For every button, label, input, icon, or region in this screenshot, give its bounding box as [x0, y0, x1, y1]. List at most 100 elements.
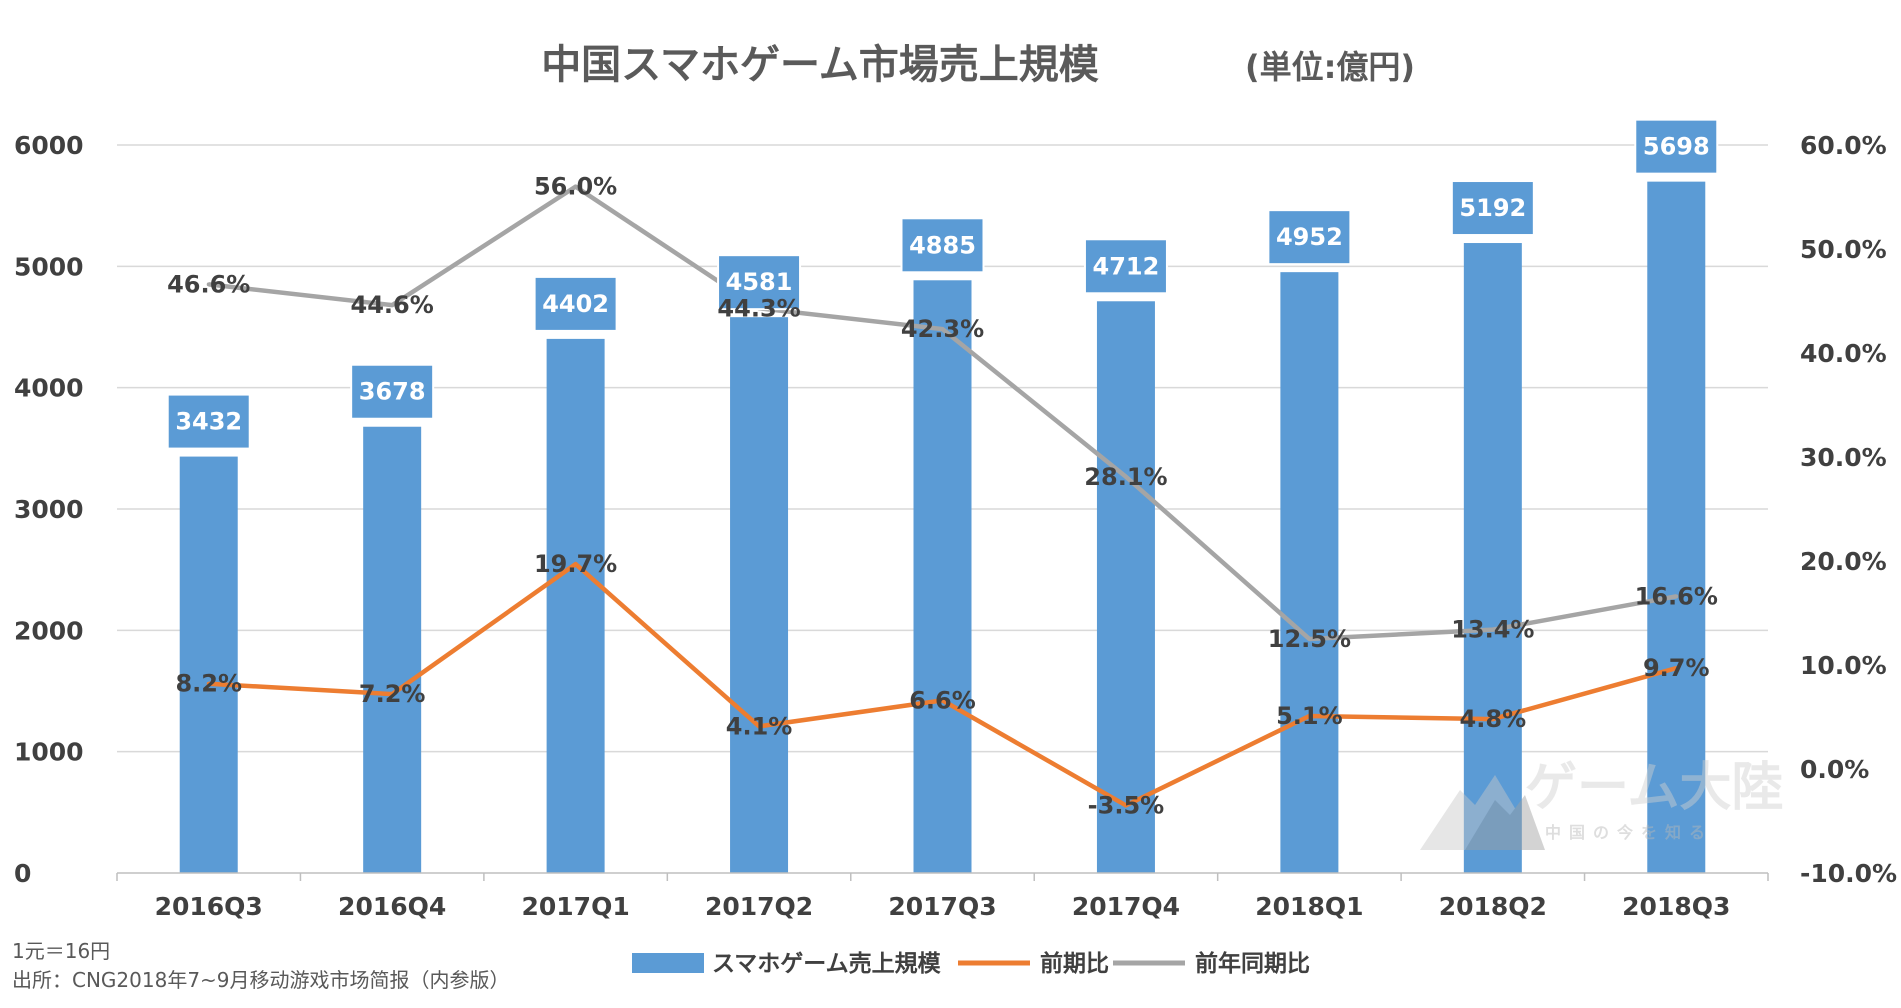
legend: スマホゲーム売上規模 前期比 前年同期比	[632, 950, 1310, 977]
line-point	[1674, 594, 1679, 599]
source-note: 出所：CNG2018年7~9月移动游戏市场简报（内参版）	[12, 968, 510, 992]
qoq-value-label: 4.8%	[1460, 705, 1527, 733]
yoy-value-label: 12.5%	[1268, 625, 1351, 653]
lines	[206, 184, 1679, 808]
x-tick-label: 2017Q3	[888, 892, 996, 921]
y2-tick-label: 10.0%	[1800, 651, 1887, 680]
legend-label-qoq: 前期比	[1040, 950, 1109, 977]
legend-label-yoy: 前年同期比	[1195, 950, 1310, 977]
qoq-value-label: 4.1%	[726, 712, 793, 740]
x-tick-label: 2018Q2	[1439, 892, 1547, 921]
bar-value-label: 5192	[1459, 194, 1526, 222]
legend-swatch-bar	[632, 953, 704, 973]
y-tick-label: 0	[14, 859, 31, 888]
bar-value-label: 4581	[726, 268, 793, 296]
yoy-value-label: 16.6%	[1635, 582, 1718, 610]
qoq-value-label: 9.7%	[1643, 654, 1710, 682]
bar	[730, 317, 789, 873]
bar-value-label: 4402	[542, 290, 609, 318]
y-tick-label: 6000	[14, 131, 84, 160]
bar-label-box	[533, 275, 618, 332]
bar-label-box	[1267, 209, 1352, 266]
line-point	[206, 282, 211, 287]
bar	[1280, 272, 1339, 873]
watermark: ゲーム大陸 中国の今を知る	[1420, 758, 1783, 850]
bar	[913, 280, 972, 874]
line-point	[390, 303, 395, 308]
qoq-value-label: 6.6%	[909, 686, 976, 714]
qoq-value-label: 19.7%	[534, 550, 617, 578]
data-labels: 3432 3678 4402 4581 4885 4712 4952 5192 5698 8.2%…	[166, 118, 1719, 819]
yoy-value-label: 42.3%	[901, 315, 984, 343]
bar	[1647, 181, 1706, 873]
qoq-value-label: 7.2%	[359, 680, 426, 708]
bar-label-box	[166, 393, 251, 450]
x-tick-label: 2018Q3	[1622, 892, 1730, 921]
yoy-value-label: 46.6%	[167, 270, 250, 298]
line-point	[1674, 666, 1679, 671]
bar-value-label: 4885	[909, 231, 976, 259]
x-tick-label: 2017Q1	[521, 892, 629, 921]
x-tick-label: 2017Q4	[1072, 892, 1180, 921]
bar-value-label: 3678	[359, 378, 426, 406]
unit-label: (単位:億円)	[1245, 48, 1415, 86]
line-point	[1307, 637, 1312, 641]
bar-value-label: 4712	[1093, 252, 1160, 280]
qoq-value-label: 8.2%	[175, 670, 242, 698]
legend-label-sales: スマホゲーム売上規模	[712, 951, 942, 977]
line-point	[206, 681, 211, 686]
watermark-name: ゲーム大陸	[1525, 758, 1783, 818]
bars	[179, 181, 1706, 874]
yoy-value-label: 44.3%	[717, 294, 800, 322]
line-point	[1490, 717, 1495, 722]
bar	[1096, 301, 1155, 873]
line-point	[1123, 803, 1128, 808]
mountain-logo-shadow-icon	[1465, 795, 1545, 850]
watermark-tagline: 中国の今を知る	[1545, 823, 1713, 842]
bar-label-box	[900, 217, 985, 274]
yoy-value-label: 28.1%	[1084, 463, 1167, 491]
mountain-logo-icon	[1420, 775, 1540, 850]
yoy-value-label: 13.4%	[1451, 616, 1534, 644]
bar	[363, 426, 422, 873]
y-tick-label: 2000	[14, 616, 84, 645]
y2-tick-label: 40.0%	[1800, 339, 1887, 368]
x-tick-label: 2016Q3	[155, 892, 263, 921]
yoy-value-label: 56.0%	[534, 173, 617, 201]
chart-title: 中国スマホゲーム市場売上規模	[541, 42, 1099, 88]
qoq-value-label: -3.5%	[1088, 791, 1165, 819]
bar	[179, 456, 238, 873]
line-point	[1123, 474, 1128, 479]
y-tick-label: 1000	[14, 738, 84, 767]
line-point	[1307, 713, 1312, 718]
axes: 0 1000 2000 3000 4000 5000 6000 -10.0% 0.0% 10.0%…	[14, 131, 1897, 921]
line-point	[573, 184, 578, 189]
line-point	[573, 562, 578, 567]
bar-value-label: 3432	[175, 408, 242, 436]
x-tick-label: 2017Q2	[705, 892, 813, 921]
y2-tick-label: 30.0%	[1800, 443, 1887, 472]
bar-label-box	[717, 254, 802, 311]
bar-label-box	[350, 363, 435, 420]
line-point	[757, 724, 762, 729]
y-tick-label: 5000	[14, 252, 84, 281]
y-tick-label: 3000	[14, 495, 84, 524]
bar-label-box	[1634, 118, 1719, 175]
y2-tick-label: 0.0%	[1800, 755, 1869, 784]
line-point	[940, 327, 945, 332]
y2-tick-label: 60.0%	[1800, 131, 1887, 160]
qoq-value-label: 5.1%	[1276, 702, 1343, 730]
bar	[546, 338, 605, 874]
y2-tick-label: 20.0%	[1800, 547, 1887, 576]
x-tick-label: 2018Q1	[1255, 892, 1363, 921]
y2-tick-label: 50.0%	[1800, 235, 1887, 264]
bar	[1463, 243, 1522, 873]
line-point	[390, 692, 395, 697]
line-point	[1490, 627, 1495, 632]
bar-value-label: 5698	[1643, 133, 1710, 161]
bar-value-label: 4952	[1276, 223, 1343, 251]
bar-label-box	[1083, 238, 1168, 295]
yoy-value-label: 44.6%	[351, 291, 434, 319]
